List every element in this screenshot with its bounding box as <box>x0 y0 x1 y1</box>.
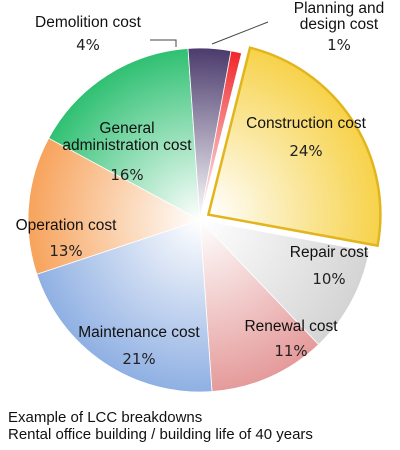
pie-labels: Construction cost 24% Repair cost 10% Renewa… <box>16 0 385 368</box>
leader-line-demolition <box>150 39 177 47</box>
pie-slices <box>27 46 382 393</box>
leader-line-planning <box>211 21 269 45</box>
slice-value-operation-cost: 13% <box>49 242 82 260</box>
slice-label-construction-cost: Construction cost 24% <box>246 115 366 160</box>
slice-name-operation-cost: Operation cost <box>16 217 117 234</box>
slice-name-general-administration-cost: General administration cost <box>62 120 192 154</box>
slice-renewal-cost <box>199 218 320 393</box>
slice-name-renewal-cost: Renewal cost <box>244 318 338 335</box>
slice-label-renewal-cost: Renewal cost 11% <box>244 318 338 360</box>
slice-label-operation-cost: Operation cost 13% <box>16 217 117 260</box>
slice-planning-and-design-cost <box>199 50 243 221</box>
caption-line-1: Example of LCC breakdowns <box>8 409 203 426</box>
slice-value-repair-cost: 10% <box>312 270 345 288</box>
slice-value-maintenance-cost: 21% <box>122 350 155 368</box>
slice-value-general-administration-cost: 16% <box>110 166 143 184</box>
slice-value-renewal-cost: 11% <box>274 342 307 360</box>
slice-name-demolition-cost: Demolition cost <box>35 14 142 31</box>
slice-value-demolition-cost: 4% <box>76 36 100 54</box>
slice-label-general-administration-cost: General administration cost 16% <box>62 120 192 184</box>
slice-operation-cost <box>27 137 202 275</box>
slice-name-maintenance-cost: Maintenance cost <box>78 324 200 341</box>
slice-label-maintenance-cost: Maintenance cost 21% <box>78 324 200 368</box>
slice-label-repair-cost: Repair cost 10% <box>290 244 369 288</box>
caption-line-2: Rental office building / building life o… <box>8 426 313 443</box>
slice-name-planning-and-design-cost: Planning and design cost <box>294 0 385 33</box>
slice-name-construction-cost: Construction cost <box>246 115 366 132</box>
slice-value-construction-cost: 24% <box>289 142 322 160</box>
slice-construction-cost <box>206 46 382 248</box>
slice-label-demolition-cost: Demolition cost 4% <box>35 14 142 54</box>
slice-maintenance-cost <box>36 219 213 393</box>
slice-name-repair-cost: Repair cost <box>290 244 369 261</box>
slice-label-planning-and-design-cost: Planning and design cost 1% <box>294 0 385 54</box>
slice-value-planning-and-design-cost: 1% <box>327 36 351 54</box>
slice-general-administration-cost <box>48 47 201 221</box>
slice-repair-cost <box>198 219 370 346</box>
